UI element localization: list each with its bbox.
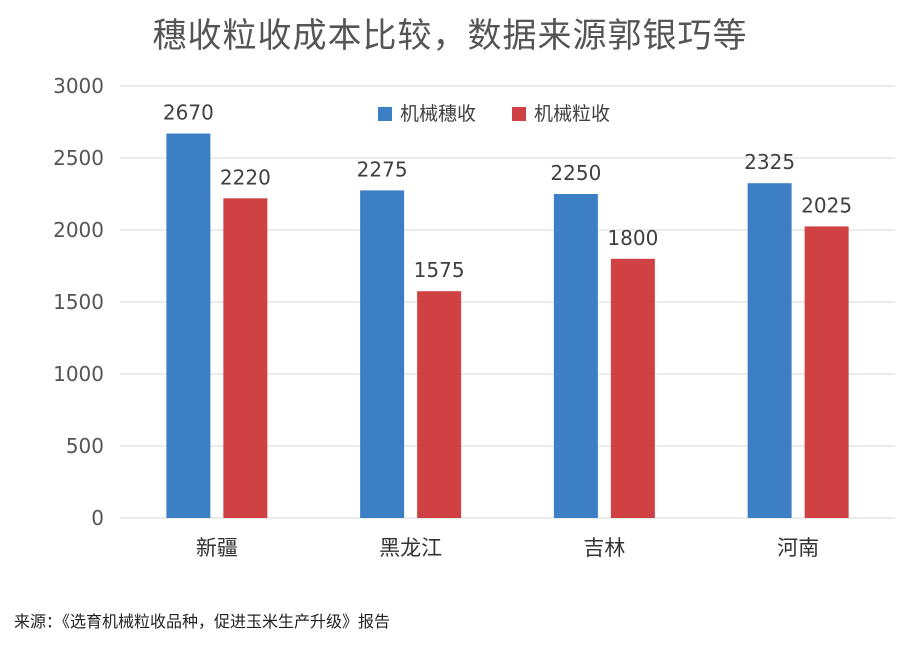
y-tick-label: 2500 [53, 146, 104, 170]
legend: 机械穗收 机械粒收 [378, 103, 610, 125]
legend-label-0: 机械穗收 [400, 103, 476, 125]
bar-1-0 [223, 198, 268, 518]
bar-chart: 0 500 1000 1500 2000 2500 3000 2670 2220 2275 157… [53, 74, 895, 560]
category-labels: 新疆 黑龙江 吉林 河南 [196, 536, 819, 560]
y-tick-label: 1000 [53, 362, 104, 386]
y-axis-ticks: 0 500 1000 1500 2000 2500 3000 [53, 74, 104, 530]
category-label: 黑龙江 [379, 536, 442, 560]
bar-0-0 [166, 133, 211, 518]
bar-1-1 [417, 291, 462, 518]
chart-title: 穗收粒收成本比较，数据来源郭银巧等 [152, 16, 748, 56]
bar-0-1 [360, 190, 405, 518]
data-label: 1575 [414, 258, 465, 282]
data-label: 2220 [220, 165, 271, 189]
y-tick-label: 1500 [53, 290, 104, 314]
y-tick-label: 0 [91, 506, 104, 530]
data-label: 2275 [357, 157, 408, 181]
legend-swatch-1 [512, 107, 526, 121]
data-label: 2325 [744, 150, 795, 174]
bar-0-3 [747, 183, 792, 518]
category-label: 吉林 [583, 536, 625, 560]
y-tick-label: 500 [66, 434, 104, 458]
data-label: 2250 [550, 161, 601, 185]
data-label: 1800 [607, 226, 658, 250]
data-label: 2025 [801, 193, 852, 217]
legend-swatch-0 [378, 107, 392, 121]
legend-label-1: 机械粒收 [534, 103, 610, 125]
bar-1-2 [610, 258, 655, 518]
y-tick-label: 2000 [53, 218, 104, 242]
category-label: 河南 [777, 536, 819, 560]
bars [166, 133, 849, 518]
data-label: 2670 [163, 101, 214, 125]
y-tick-label: 3000 [53, 74, 104, 98]
bar-1-3 [804, 226, 849, 518]
source-note: 来源：《选育机械粒收品种，促进玉米生产升级》报告 [14, 612, 391, 631]
category-label: 新疆 [196, 536, 238, 560]
bar-0-2 [553, 194, 598, 518]
